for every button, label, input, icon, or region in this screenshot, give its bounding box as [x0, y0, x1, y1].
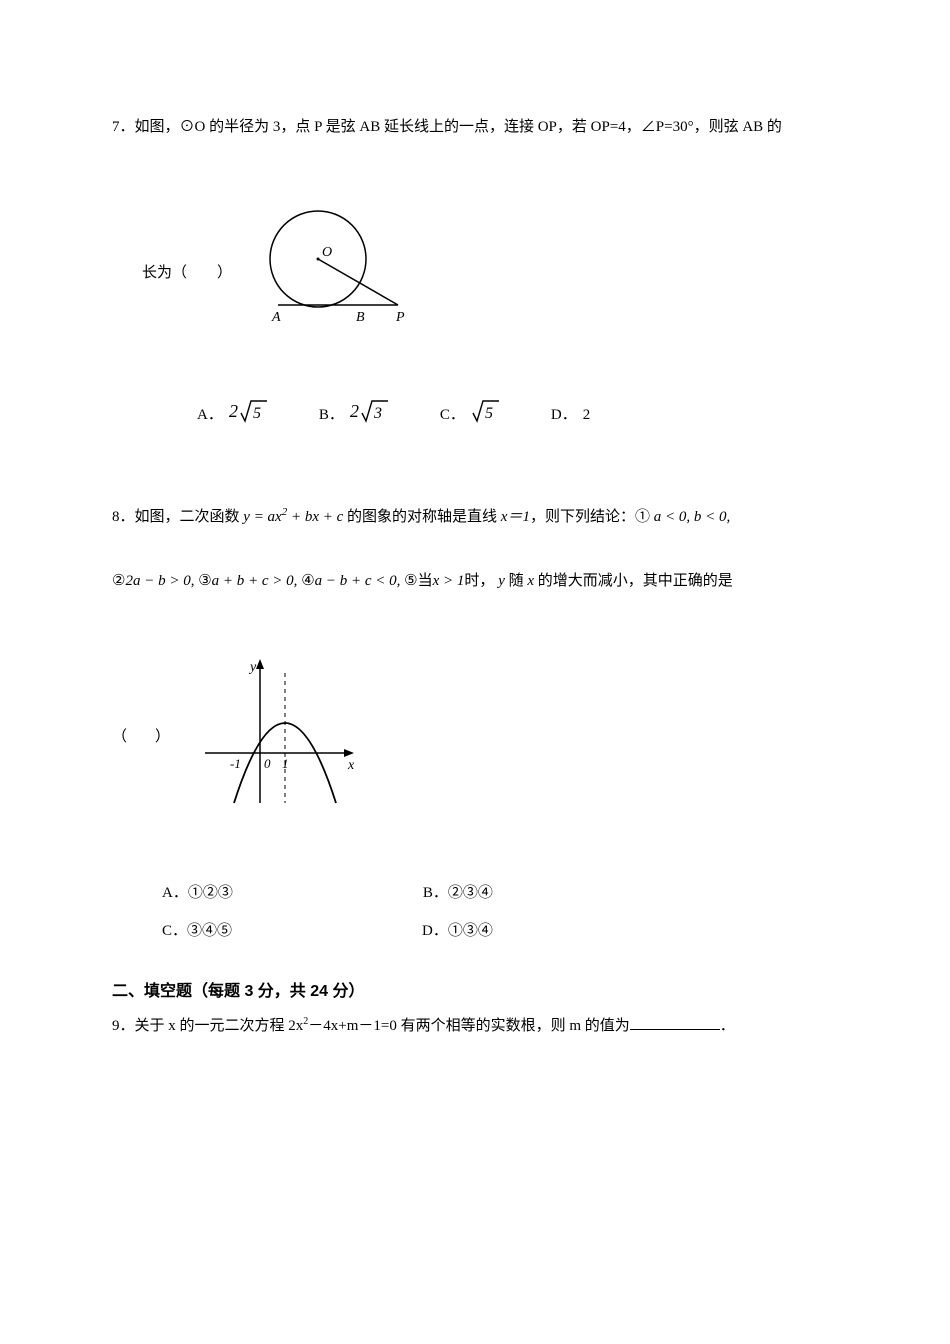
svg-text:2: 2: [229, 401, 238, 421]
svg-text:2: 2: [350, 401, 359, 421]
q7-row: 长为（ ） O A B P: [112, 199, 838, 347]
label-O: O: [322, 245, 332, 260]
label-A: A: [271, 310, 281, 325]
q7-circle-diagram: O A B P: [248, 199, 418, 339]
q8-options: A．①②③ B．②③④ C．③④⑤ D．①③④: [112, 881, 838, 943]
question-8: 8．如图，二次函数 y = ax2 + bx + c 的图象的对称轴是直线 x＝…: [112, 504, 838, 943]
q7-option-D: D． 2: [551, 403, 590, 427]
q8-figure: -1 0 1 y x: [200, 653, 360, 821]
question-9: 9．关于 x 的一元二次方程 2x2－4x+m－1=0 有两个相等的实数根，则 …: [112, 1014, 838, 1038]
svg-text:5: 5: [485, 405, 493, 422]
label-P: P: [395, 310, 405, 325]
q7-option-A: A． 2 5: [197, 397, 269, 434]
svg-text:3: 3: [373, 405, 382, 422]
svg-text:-1: -1: [230, 756, 241, 771]
sqrt-icon: 2 3: [350, 397, 390, 434]
q7-line1-text: 如图，⊙O 的半径为 3，点 P 是弦 AB 延长线上的一点，连接 OP，若 O…: [135, 119, 782, 135]
q8-option-A: A．①②③: [162, 881, 233, 905]
q7-options: A． 2 5 B． 2 3: [112, 397, 838, 434]
q8-option-D: D．①③④: [422, 919, 493, 943]
q8-formula: y = ax2 + bx + c: [243, 509, 343, 525]
q9-text-a: 关于 x 的一元二次方程 2x: [135, 1018, 304, 1034]
q8-cond1: a < 0, b < 0,: [654, 509, 731, 525]
q7-option-B: B． 2 3: [319, 397, 390, 434]
q8-parabola-diagram: -1 0 1 y x: [200, 653, 360, 813]
svg-text:y: y: [248, 660, 257, 675]
sqrt-icon: 2 5: [229, 397, 269, 434]
q8-figure-row: （ ） -1 0 1 y: [112, 653, 838, 821]
svg-text:x: x: [347, 758, 355, 773]
q8-paren-close: ）: [155, 725, 170, 749]
q8-option-C: C．③④⑤: [162, 919, 232, 943]
q7-figure: O A B P: [248, 199, 418, 347]
q8-paren-open: （: [112, 725, 127, 749]
q7-text-line1: 7．如图，⊙O 的半径为 3，点 P 是弦 AB 延长线上的一点，连接 OP，若…: [112, 115, 838, 139]
q9-blank: [630, 1015, 720, 1030]
svg-text:0: 0: [264, 756, 271, 771]
label-B: B: [356, 310, 365, 325]
q9-tail: ．: [720, 1018, 735, 1034]
sqrt-icon: 5: [471, 397, 501, 434]
q8-line2: ②2a − b > 0, ③a + b + c > 0, ④a − b + c …: [112, 569, 838, 593]
section-2-title: 二、填空题（每题 3 分，共 24 分）: [112, 979, 838, 1005]
question-7: 7．如图，⊙O 的半径为 3，点 P 是弦 AB 延长线上的一点，连接 OP，若…: [112, 115, 838, 434]
q7-option-C: C． 5: [440, 397, 501, 434]
q7-line2-prefix: 长为（: [142, 261, 187, 285]
svg-text:1: 1: [282, 756, 289, 771]
q9-text-b: －4x+m－1=0 有两个相等的实数根，则 m 的值为: [308, 1018, 630, 1034]
q7-line2-suffix: ）: [217, 261, 232, 285]
svg-text:5: 5: [253, 405, 261, 422]
q8-line1: 8．如图，二次函数 y = ax2 + bx + c 的图象的对称轴是直线 x＝…: [112, 504, 838, 529]
q9-number: 9．: [112, 1018, 135, 1034]
q8-number: 8．: [112, 509, 135, 525]
q8-option-B: B．②③④: [423, 881, 493, 905]
q7-number: 7．: [112, 119, 135, 135]
